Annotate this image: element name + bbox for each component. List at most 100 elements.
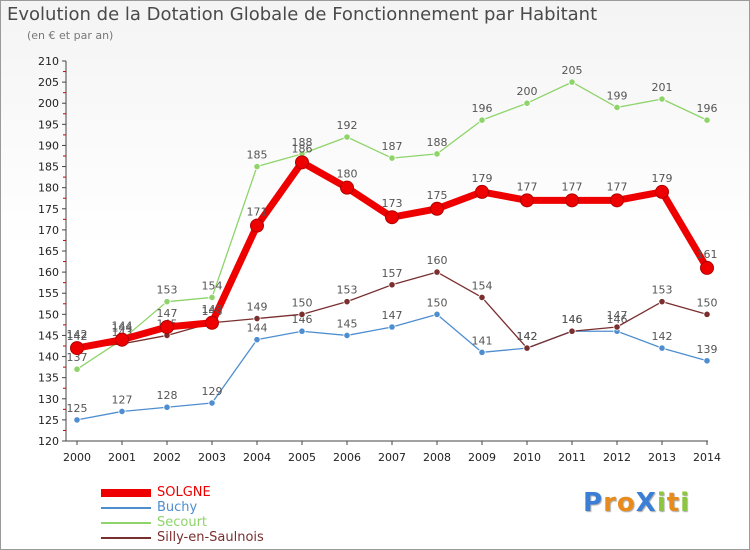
data-label-silly-en-saulnois: 150 (697, 296, 718, 309)
data-label-secourt: 153 (157, 284, 178, 297)
x-tick-label: 2007 (378, 451, 406, 464)
logo-letter: r (603, 488, 617, 518)
data-point-solgne (205, 315, 219, 330)
x-tick-label: 2003 (198, 451, 226, 464)
logo-letter: t (666, 488, 681, 518)
data-label-buchy: 139 (697, 343, 718, 356)
data-label-silly-en-saulnois: 160 (427, 254, 448, 267)
data-point-silly-en-saulnois (388, 281, 396, 289)
data-point-solgne (610, 193, 624, 208)
data-point-solgne (250, 218, 264, 233)
data-label-secourt: 154 (202, 279, 223, 292)
data-label-silly-en-saulnois: 142 (67, 330, 88, 343)
data-label-solgne: 144 (112, 320, 133, 333)
y-tick-label: 200 (38, 97, 59, 110)
data-label-buchy: 128 (157, 389, 178, 402)
x-tick-label: 2014 (693, 451, 721, 464)
y-tick-label: 160 (38, 266, 59, 279)
data-point-solgne (115, 332, 129, 347)
data-label-buchy: 145 (337, 317, 358, 330)
legend-item-buchy: Buchy (101, 500, 321, 515)
data-point-solgne (475, 184, 489, 199)
x-tick-label: 2005 (288, 451, 316, 464)
data-point-secourt (613, 103, 621, 112)
data-label-silly-en-saulnois: 157 (382, 267, 403, 280)
data-point-secourt (163, 298, 171, 306)
data-label-silly-en-saulnois: 150 (292, 296, 313, 309)
legend-swatch (101, 537, 151, 539)
data-point-solgne (565, 193, 579, 208)
data-point-solgne (430, 201, 444, 216)
data-point-solgne (655, 184, 669, 199)
data-point-buchy (703, 357, 711, 365)
x-tick-label: 2004 (243, 451, 271, 464)
y-tick-label: 195 (38, 118, 59, 131)
data-label-secourt: 188 (292, 136, 313, 149)
data-label-secourt: 187 (382, 140, 403, 153)
legend: SOLGNE Buchy Secourt Silly-en-Saulnois (101, 485, 321, 545)
data-point-secourt (568, 78, 576, 86)
data-point-secourt (343, 133, 351, 141)
data-label-silly-en-saulnois: 146 (562, 313, 583, 326)
y-tick-label: 140 (38, 351, 59, 364)
logo-letter: i (656, 488, 667, 518)
y-tick-label: 170 (38, 224, 59, 237)
data-point-solgne (70, 341, 84, 356)
data-label-solgne: 173 (382, 197, 403, 210)
data-point-buchy (343, 331, 351, 340)
y-tick-label: 145 (38, 329, 59, 342)
data-label-solgne: 171 (247, 206, 268, 219)
data-label-secourt: 200 (517, 85, 538, 98)
data-label-solgne: 142 (67, 328, 88, 341)
data-point-buchy (658, 344, 666, 352)
data-label-buchy: 129 (202, 385, 223, 398)
logo-letter: P (583, 488, 604, 518)
data-point-solgne (340, 180, 354, 195)
x-tick-label: 2010 (513, 451, 541, 464)
data-label-buchy: 127 (112, 393, 133, 406)
data-label-silly-en-saulnois: 153 (652, 284, 673, 297)
chart-title: Evolution de la Dotation Globale de Fonc… (7, 4, 598, 25)
data-label-buchy: 142 (652, 330, 673, 343)
data-label-secourt: 185 (247, 149, 268, 162)
data-label-buchy: 144 (247, 322, 268, 335)
x-tick-label: 2012 (603, 451, 631, 464)
y-tick-label: 165 (38, 245, 59, 258)
logo-letter: X (635, 488, 657, 518)
y-tick-label: 135 (38, 372, 59, 385)
data-point-buchy (163, 403, 171, 411)
data-point-solgne (520, 193, 534, 208)
data-point-solgne (385, 210, 399, 225)
y-tick-label: 210 (38, 55, 59, 68)
data-label-solgne: 177 (562, 180, 583, 193)
legend-label: SOLGNE (157, 485, 211, 500)
legend-item-secourt: Secourt (101, 515, 321, 530)
data-point-secourt (73, 365, 81, 373)
chart-subtitle: (en € et par an) (27, 29, 114, 42)
data-label-solgne: 186 (292, 142, 313, 155)
legend-item-silly-en-saulnois: Silly-en-Saulnois (101, 530, 321, 545)
data-label-secourt: 205 (562, 64, 583, 77)
data-label-solgne: 147 (157, 307, 178, 320)
data-point-buchy (208, 399, 216, 407)
x-tick-label: 2002 (153, 451, 181, 464)
data-point-secourt (253, 162, 261, 171)
data-point-buchy (298, 327, 306, 335)
data-label-silly-en-saulnois: 153 (337, 284, 358, 297)
legend-item-solgne: SOLGNE (101, 485, 321, 500)
data-label-buchy: 141 (472, 334, 493, 347)
y-tick-label: 125 (38, 414, 59, 427)
proxiti-logo: ProXiti (583, 488, 690, 518)
data-label-silly-en-saulnois: 147 (607, 309, 628, 322)
data-label-solgne: 175 (427, 189, 448, 202)
data-point-solgne (160, 320, 174, 334)
x-tick-label: 2009 (468, 451, 496, 464)
data-point-silly-en-saulnois (253, 314, 261, 323)
data-label-buchy: 150 (427, 296, 448, 309)
data-label-silly-en-saulnois: 142 (517, 330, 538, 343)
data-label-buchy: 147 (382, 309, 403, 322)
data-point-silly-en-saulnois (703, 310, 711, 318)
data-label-solgne: 177 (517, 180, 538, 193)
data-point-secourt (523, 99, 531, 107)
data-point-buchy (253, 336, 261, 344)
